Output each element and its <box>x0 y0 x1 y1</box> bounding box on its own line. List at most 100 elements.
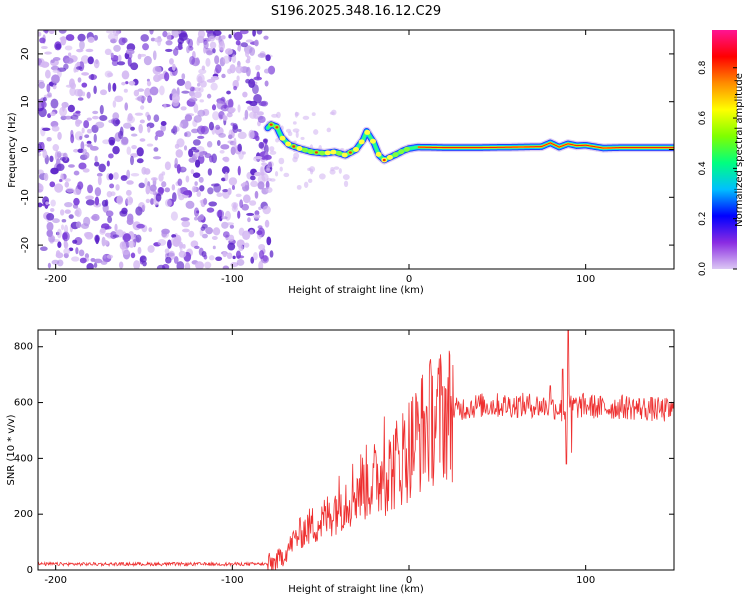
noise-blob <box>93 262 98 268</box>
noise-blob <box>46 213 55 221</box>
noise-blob <box>64 209 71 214</box>
tone-blob <box>403 146 410 152</box>
noise-blob <box>264 80 269 87</box>
noise-blob <box>262 205 271 215</box>
tone-blob-core <box>269 123 273 126</box>
noise-blob <box>77 97 84 101</box>
noise-blob <box>250 256 255 264</box>
noise-blob <box>50 98 59 109</box>
noise-blob <box>193 216 198 221</box>
noise-blob <box>206 50 213 56</box>
noise-blob <box>83 120 90 129</box>
noise-blob <box>108 153 114 159</box>
noise-blob <box>176 164 181 174</box>
noise-blob <box>131 133 138 137</box>
noise-blob <box>194 159 201 168</box>
noise-blob <box>47 262 52 269</box>
noise-blob <box>126 115 135 124</box>
noise-blob <box>125 189 132 196</box>
noise-blob <box>237 131 247 140</box>
noise-blob <box>178 250 187 258</box>
noise-blob <box>59 209 65 216</box>
noise-blob <box>222 231 230 238</box>
noise-blob <box>75 221 82 229</box>
colorbar: 0.0 0.2 0.4 0.6 0.8 Normalized spectral ampl… <box>698 30 745 276</box>
colorbar-ticks: 0.0 0.2 0.4 0.6 0.8 <box>698 60 737 276</box>
noise-blob <box>151 177 158 181</box>
noise-blob <box>59 178 63 183</box>
snr-y-tick-label: 800 <box>14 342 33 353</box>
noise-blob <box>212 245 216 250</box>
snr-y-tick-label: 200 <box>14 509 33 520</box>
noise-blob <box>50 207 55 212</box>
noise-blob <box>279 166 283 172</box>
noise-blob <box>39 37 46 44</box>
noise-blob <box>128 80 136 86</box>
noise-blob <box>159 85 165 96</box>
noise-blob <box>80 141 85 151</box>
noise-blob <box>121 250 130 255</box>
noise-blob <box>174 45 184 51</box>
noise-blob <box>181 90 190 94</box>
noise-blob <box>201 223 208 229</box>
tone-blob <box>398 149 405 155</box>
noise-blob <box>171 93 180 104</box>
noise-blob <box>181 228 190 233</box>
noise-blob <box>309 166 316 173</box>
noise-blob <box>266 236 272 246</box>
noise-blob <box>160 120 167 127</box>
noise-blob <box>199 214 205 221</box>
noise-blob <box>112 100 117 108</box>
noise-blob <box>220 35 226 40</box>
noise-blob <box>154 66 162 72</box>
noise-blob <box>338 168 342 174</box>
tone-blob <box>285 141 292 147</box>
noise-blob <box>112 234 120 238</box>
noise-blob <box>38 143 43 153</box>
noise-blob <box>224 210 231 221</box>
noise-blob <box>38 183 44 193</box>
noise-blob <box>164 161 171 171</box>
noise-blob <box>126 180 134 185</box>
noise-blob <box>178 241 184 249</box>
noise-blob <box>143 55 152 66</box>
noise-blob <box>237 165 241 176</box>
snr-x-axis: -200 -100 0 100 <box>44 330 595 586</box>
noise-blob <box>79 257 87 264</box>
noise-blob <box>267 65 276 75</box>
noise-blob <box>250 175 256 181</box>
tone-blob <box>341 152 348 158</box>
tone-blob <box>319 150 326 156</box>
noise-blob <box>113 44 121 52</box>
noise-blob <box>126 217 134 226</box>
noise-blob <box>50 167 59 175</box>
noise-blob <box>64 178 71 182</box>
noise-blob <box>52 218 60 224</box>
noise-blob <box>222 251 227 258</box>
noise-blob <box>138 53 147 57</box>
noise-blob <box>223 156 230 163</box>
noise-blob <box>86 117 92 121</box>
noise-blob <box>145 198 151 204</box>
tone-blob <box>386 154 393 160</box>
noise-blob <box>145 185 151 195</box>
noise-blob <box>38 31 42 37</box>
noise-blob <box>50 59 55 64</box>
noise-blob <box>42 127 51 131</box>
noise-blob <box>253 76 262 81</box>
tone-blob <box>307 149 314 155</box>
noise-blob <box>54 183 64 193</box>
snr-x-tick-label: -100 <box>221 575 244 586</box>
noise-blob <box>108 173 114 181</box>
noise-blob <box>319 173 326 180</box>
noise-blob <box>67 104 75 113</box>
noise-blob <box>230 122 235 126</box>
spectrogram-x-label: Height of straight line (km) <box>288 285 424 296</box>
noise-blob <box>91 213 100 222</box>
noise-blob <box>72 188 81 196</box>
noise-blob <box>150 37 156 42</box>
noise-blob <box>69 87 76 97</box>
noise-blob <box>150 198 155 205</box>
noise-blob <box>90 73 95 81</box>
noise-blob <box>133 89 140 97</box>
